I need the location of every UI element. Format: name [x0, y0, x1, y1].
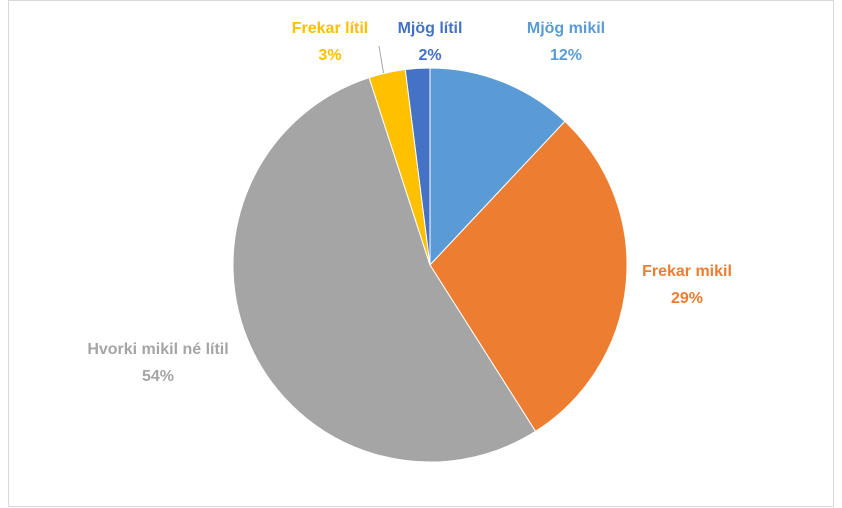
category-name: Mjög mikil [526, 20, 606, 37]
value-label: 2% [418, 47, 442, 64]
value-label: 29% [670, 290, 704, 307]
data-label: Frekar lítil 3% [292, 15, 368, 69]
category-name: Frekar lítil [291, 20, 369, 37]
data-label: Hvorki mikil né lítil 54% [73, 336, 243, 390]
category-name: Hvorki mikil né lítil [87, 341, 229, 358]
leader-line [378, 45, 385, 77]
pie-slice [429, 67, 566, 267]
value-label: 3% [318, 47, 342, 64]
pie-slice [429, 120, 628, 433]
data-label: Mjög mikil 12% [527, 15, 605, 69]
data-label: Mjög lítil 2% [398, 15, 463, 69]
category-name: Frekar mikil [642, 263, 732, 280]
data-label: Frekar mikil 29% [642, 258, 732, 312]
pie-slice [404, 67, 431, 266]
value-label: 54% [141, 368, 175, 385]
category-name: Mjög lítil [397, 20, 463, 37]
value-label: 12% [549, 47, 583, 64]
pie-slice [232, 77, 537, 463]
